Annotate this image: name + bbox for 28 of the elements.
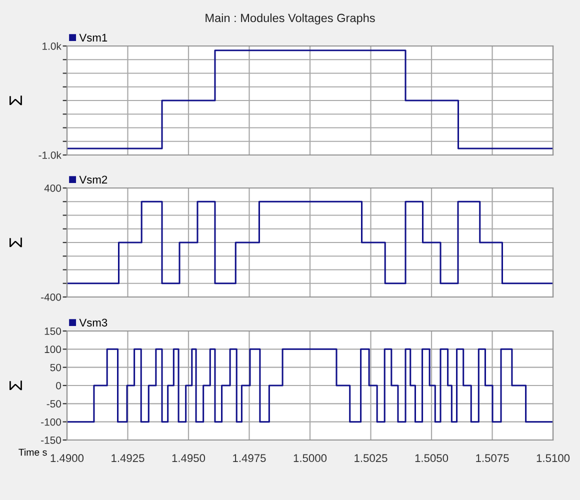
- y-axis-title: Σ: [10, 380, 22, 390]
- y-tick-label: 150: [44, 328, 62, 335]
- x-tick-label: 1.5000: [294, 454, 327, 462]
- y-tick-label: -50: [46, 400, 62, 408]
- y-tick-label: 1.0k: [42, 42, 62, 50]
- x-tick-label: 1.4925: [112, 454, 144, 462]
- x-tick-label: 1.4950: [172, 454, 206, 462]
- x-tick-label: 1.4975: [233, 454, 266, 462]
- x-tick-label: 1.5100: [536, 454, 570, 462]
- y-tick-label: -400: [41, 294, 62, 301]
- y-axis-title: Σ: [10, 96, 22, 106]
- y-tick-label: -150: [41, 436, 62, 444]
- x-axis-title: Time s: [18, 448, 47, 456]
- y-axis-title: Σ: [10, 238, 22, 248]
- y-tick-label: 100: [44, 346, 62, 354]
- x-tick-label: 1.5050: [415, 454, 448, 462]
- y-tick-label: 400: [44, 184, 62, 192]
- legend-label: Vsm2: [79, 176, 108, 184]
- legend-label: Vsm3: [79, 318, 108, 327]
- x-tick-label: 1.5025: [354, 454, 388, 462]
- legend-label: Vsm1: [79, 34, 108, 42]
- y-tick-label: 0: [56, 382, 62, 390]
- x-tick-label: 1.5075: [476, 454, 509, 462]
- y-tick-label: -1.0k: [38, 151, 62, 159]
- y-tick-label: 50: [50, 364, 62, 372]
- y-tick-label: -100: [41, 418, 62, 426]
- chart-title: Main : Modules Voltages Graphs: [206, 14, 375, 25]
- x-tick-label: 1.4900: [50, 454, 84, 462]
